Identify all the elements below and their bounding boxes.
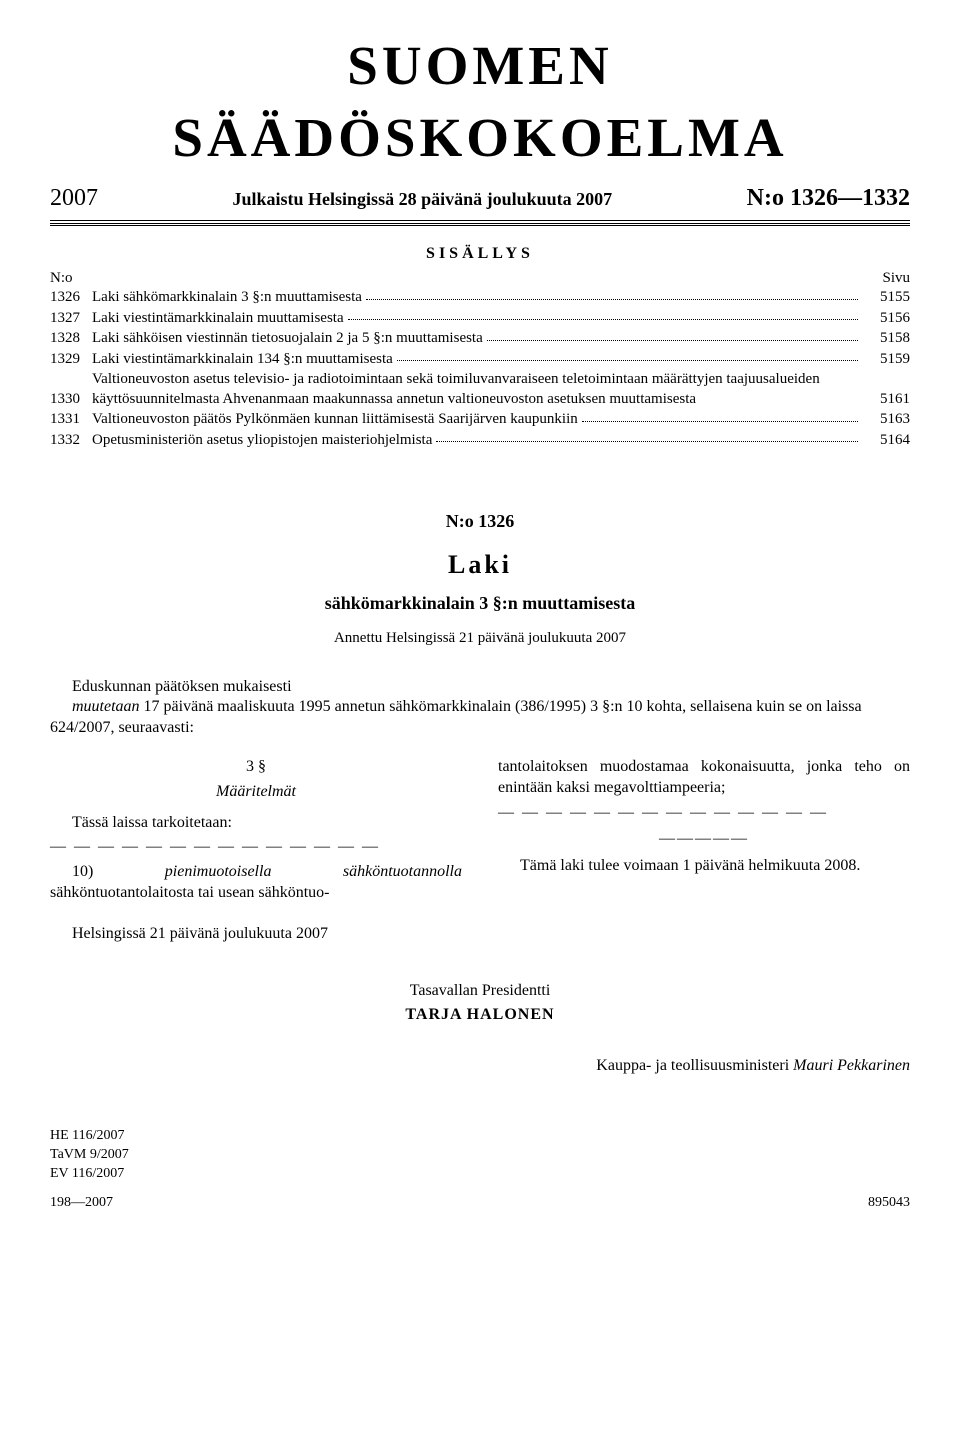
toc-item-title: Laki sähköisen viestinnän tietosuojalain… <box>92 329 483 349</box>
toc-row: 1328 Laki sähköisen viestinnän tietosuoj… <box>50 329 910 349</box>
toc-item-title: Laki viestintämarkkinalain 134 §:n muutt… <box>92 350 393 370</box>
toc-item-no: 1332 <box>50 431 92 451</box>
left-p2: 10) pienimuotoisella sähköntuotannolla s… <box>50 862 462 904</box>
intro-line-1: Eduskunnan päätöksen mukaisesti <box>50 677 910 698</box>
law-number: N:o 1326 <box>50 510 910 533</box>
president-title: Tasavallan Presidentti <box>50 981 910 1002</box>
toc-row: 1331 Valtioneuvoston päätös Pylkönmäen k… <box>50 410 910 430</box>
left-p2-italic: pienimuotoisella sähköntuotannolla <box>165 863 462 880</box>
footer-left-bottom: 198—2007 <box>50 1194 129 1213</box>
law-header-block: N:o 1326 Laki sähkömarkkinalain 3 §:n mu… <box>50 510 910 648</box>
left-p2-prefix: 10) <box>72 863 165 880</box>
left-p1: Tässä laissa tarkoitetaan: <box>50 813 462 834</box>
left-column: 3 § Määritelmät Tässä laissa tarkoitetaa… <box>50 757 462 908</box>
toc-item-page: 5161 <box>862 390 910 410</box>
signature-date: Helsingissä 21 päivänä joulukuuta 2007 <box>50 924 910 945</box>
toc-row: 1326 Laki sähkömarkkinalain 3 §:n muutta… <box>50 288 910 308</box>
toc-leader-dots <box>366 299 858 300</box>
left-p2-rest: sähköntuotantolaitosta tai usean sähkönt… <box>50 884 330 901</box>
toc-header-row: N:o Sivu <box>50 269 910 289</box>
right-p2: Tämä laki tulee voimaan 1 päivänä helmik… <box>498 856 910 877</box>
toc-no-label: N:o <box>50 269 73 289</box>
footer-ref: TaVM 9/2007 <box>50 1146 129 1165</box>
president-name: TARJA HALONEN <box>50 1005 910 1026</box>
page-footer: HE 116/2007 TaVM 9/2007 EV 116/2007 198—… <box>50 1127 910 1213</box>
toc-item-title: Valtioneuvoston päätös Pylkönmäen kunnan… <box>92 410 578 430</box>
law-given-date: Annettu Helsingissä 21 päivänä joulukuut… <box>50 629 910 649</box>
footer-ref: EV 116/2007 <box>50 1165 129 1184</box>
table-of-contents: N:o Sivu 1326 Laki sähkömarkkinalain 3 §… <box>50 269 910 451</box>
toc-leader-dots <box>436 441 858 442</box>
minister-signature: Kauppa- ja teollisuusministeri Mauri Pek… <box>50 1056 910 1077</box>
law-word: Laki <box>50 548 910 582</box>
sub-header: 2007 Julkaistu Helsingissä 28 päivänä jo… <box>50 183 910 214</box>
toc-leader-dots <box>487 340 858 341</box>
intro-line-2: muutetaan 17 päivänä maaliskuuta 1995 an… <box>50 697 910 739</box>
toc-page-label: Sivu <box>882 269 910 289</box>
toc-row: 1330 Valtioneuvoston asetus televisio- j… <box>50 370 910 409</box>
header-rule <box>50 220 910 226</box>
dash-row: — — — — — — — — — — — — — — <box>498 803 910 824</box>
law-title: sähkömarkkinalain 3 §:n muuttamisesta <box>50 592 910 615</box>
minister-prefix: Kauppa- ja teollisuusministeri <box>596 1057 793 1074</box>
right-p1: tantolaitoksen muodostamaa kokonaisuutta… <box>498 757 910 799</box>
main-title: SUOMEN SÄÄDÖSKOKOELMA <box>50 30 910 173</box>
toc-row: 1332 Opetusministeriön asetus yliopistoj… <box>50 431 910 451</box>
toc-item-page: 5164 <box>862 431 910 451</box>
toc-item-no: 1330 <box>50 390 92 410</box>
toc-item-title: Laki sähkömarkkinalain 3 §:n muuttamises… <box>92 288 362 308</box>
rule-short: ————— <box>498 829 910 850</box>
section-title: Määritelmät <box>50 782 462 803</box>
toc-leader-dots <box>348 319 858 320</box>
toc-leader-dots <box>582 421 858 422</box>
toc-item-no: 1328 <box>50 329 92 349</box>
right-column: tantolaitoksen muodostamaa kokonaisuutta… <box>498 757 910 908</box>
toc-item-no: 1326 <box>50 288 92 308</box>
minister-name: Mauri Pekkarinen <box>793 1057 910 1074</box>
law-intro: Eduskunnan päätöksen mukaisesti muutetaa… <box>50 677 910 739</box>
year: 2007 <box>50 183 98 214</box>
footer-left: HE 116/2007 TaVM 9/2007 EV 116/2007 198—… <box>50 1127 129 1213</box>
toc-item-title: Valtioneuvoston asetus televisio- ja rad… <box>92 370 862 409</box>
section-number: 3 § <box>50 757 462 778</box>
toc-item-page: 5155 <box>862 288 910 308</box>
toc-leader-dots <box>397 360 858 361</box>
intro-muutetaan: muutetaan <box>72 698 140 715</box>
footer-right-bottom: 895043 <box>868 1194 910 1212</box>
published-line: Julkaistu Helsingissä 28 päivänä jouluku… <box>233 188 613 211</box>
toc-heading: SISÄLLYS <box>50 244 910 265</box>
dash-row: — — — — — — — — — — — — — — <box>50 837 462 858</box>
toc-item-title: Laki viestintämarkkinalain muuttamisesta <box>92 309 344 329</box>
intro-rest: 17 päivänä maaliskuuta 1995 annetun sähk… <box>50 698 862 736</box>
president-signature: Tasavallan Presidentti TARJA HALONEN <box>50 981 910 1027</box>
toc-item-page: 5163 <box>862 410 910 430</box>
toc-item-page: 5156 <box>862 309 910 329</box>
toc-item-no: 1329 <box>50 350 92 370</box>
issue-range: N:o 1326—1332 <box>747 183 910 214</box>
toc-item-no: 1331 <box>50 410 92 430</box>
toc-item-no: 1327 <box>50 309 92 329</box>
toc-item-title: Opetusministeriön asetus yliopistojen ma… <box>92 431 432 451</box>
toc-row: 1329 Laki viestintämarkkinalain 134 §:n … <box>50 350 910 370</box>
two-column-body: 3 § Määritelmät Tässä laissa tarkoitetaa… <box>50 757 910 908</box>
footer-ref: HE 116/2007 <box>50 1127 129 1146</box>
toc-row: 1327 Laki viestintämarkkinalain muuttami… <box>50 309 910 329</box>
toc-item-page: 5158 <box>862 329 910 349</box>
toc-item-page: 5159 <box>862 350 910 370</box>
